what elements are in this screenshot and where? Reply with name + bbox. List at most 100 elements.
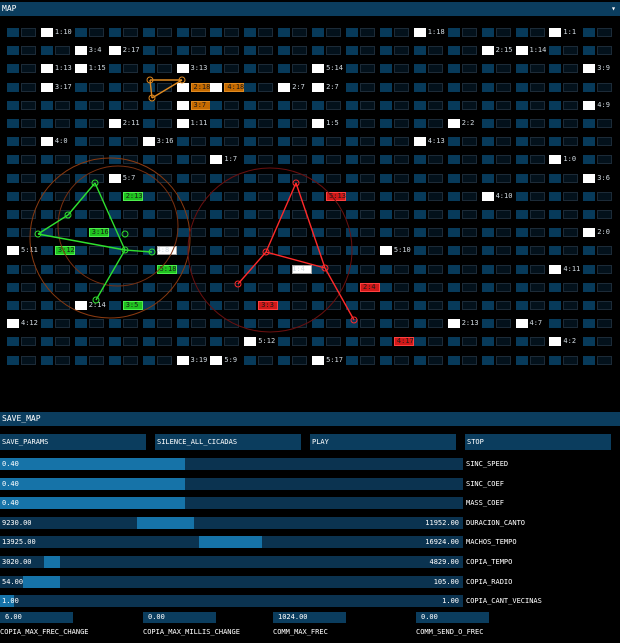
grid-cell[interactable] xyxy=(142,82,172,93)
cicada-node[interactable]: 1:5 xyxy=(312,119,341,129)
grid-cell[interactable] xyxy=(244,82,274,93)
comm-send-o-frec-field[interactable]: 0.00 xyxy=(416,612,489,623)
grid-cell[interactable] xyxy=(549,100,579,111)
cicada-node-orange[interactable]: 2:18 xyxy=(176,82,211,93)
grid-cell[interactable] xyxy=(379,82,409,93)
cicada-node[interactable]: 4:13 xyxy=(413,137,445,147)
cicada-node[interactable]: 3:19 xyxy=(176,355,207,366)
cicada-node[interactable]: 4:7 xyxy=(515,319,545,329)
cicada-node-red[interactable]: 4:17 xyxy=(379,337,414,347)
grid-cell[interactable] xyxy=(244,137,274,147)
grid-cell[interactable] xyxy=(278,228,308,238)
cicada-node-red[interactable]: 3:3 xyxy=(244,301,279,311)
grid-cell[interactable] xyxy=(176,337,206,347)
map-panel-header[interactable]: MAP ▾ xyxy=(0,2,620,16)
grid-cell[interactable] xyxy=(312,264,342,275)
grid-cell[interactable] xyxy=(142,100,172,111)
grid-cell[interactable] xyxy=(312,246,342,256)
duracion-canto-slider[interactable]: 9230.00 11952.00 xyxy=(0,516,463,529)
grid-cell[interactable] xyxy=(413,82,443,93)
grid-cell[interactable] xyxy=(346,64,375,74)
grid-cell[interactable] xyxy=(549,82,579,93)
grid-cell[interactable] xyxy=(278,64,308,74)
grid-cell[interactable] xyxy=(108,137,138,147)
grid-cell[interactable] xyxy=(447,82,477,93)
grid-cell[interactable] xyxy=(312,173,342,184)
grid-cell[interactable] xyxy=(312,210,342,220)
grid-cell[interactable] xyxy=(447,301,477,311)
grid-cell[interactable] xyxy=(447,282,477,293)
grid-cell[interactable] xyxy=(413,64,443,74)
grid-cell[interactable] xyxy=(278,46,308,56)
grid-cell[interactable] xyxy=(515,119,545,129)
grid-cell[interactable] xyxy=(515,82,545,93)
grid-cell[interactable] xyxy=(447,100,477,111)
grid-cell[interactable] xyxy=(278,155,308,165)
grid-cell[interactable] xyxy=(210,337,240,347)
grid-cell[interactable] xyxy=(447,337,477,347)
grid-cell[interactable] xyxy=(176,191,206,202)
grid-cell[interactable] xyxy=(413,319,443,329)
grid-cell[interactable] xyxy=(515,355,545,366)
grid-cell[interactable] xyxy=(7,191,36,202)
grid-cell[interactable] xyxy=(447,28,477,38)
grid-cell[interactable] xyxy=(278,282,308,293)
grid-cell[interactable] xyxy=(74,282,104,293)
grid-cell[interactable] xyxy=(549,210,579,220)
grid-cell[interactable] xyxy=(549,119,579,129)
grid-cell[interactable] xyxy=(583,210,613,220)
grid-cell[interactable] xyxy=(278,173,308,184)
mass-coef-slider[interactable]: 0.40 xyxy=(0,497,463,510)
grid-cell[interactable] xyxy=(176,155,206,165)
cicada-node[interactable]: 2:17 xyxy=(108,46,140,56)
grid-cell[interactable] xyxy=(481,173,511,184)
copia-max-frec-change-field[interactable]: 6.00 xyxy=(0,612,73,623)
grid-cell[interactable] xyxy=(74,246,104,256)
grid-cell[interactable] xyxy=(413,119,443,129)
grid-cell[interactable] xyxy=(447,246,477,256)
machos-tempo-slider[interactable]: 13925.00 16924.00 xyxy=(0,536,463,549)
grid-cell[interactable] xyxy=(379,173,409,184)
grid-cell[interactable] xyxy=(40,355,70,366)
cicada-node[interactable]: 1:0 xyxy=(549,155,578,165)
grid-cell[interactable] xyxy=(312,337,342,347)
grid-cell[interactable] xyxy=(142,155,172,165)
grid-cell[interactable] xyxy=(549,319,579,329)
grid-cell[interactable] xyxy=(549,246,579,256)
grid-cell[interactable] xyxy=(346,246,375,256)
grid-cell[interactable] xyxy=(210,301,240,311)
grid-cell[interactable] xyxy=(447,64,477,74)
grid-cell[interactable] xyxy=(244,355,274,366)
grid-cell[interactable] xyxy=(583,46,613,56)
grid-cell[interactable] xyxy=(176,46,206,56)
grid-cell[interactable] xyxy=(447,228,477,238)
cicada-node-white-outline[interactable]: 4:8 xyxy=(142,246,177,256)
grid-cell[interactable] xyxy=(346,210,375,220)
grid-cell[interactable] xyxy=(278,319,308,329)
grid-cell[interactable] xyxy=(40,173,70,184)
grid-cell[interactable] xyxy=(7,82,36,93)
grid-cell[interactable] xyxy=(176,301,206,311)
cicada-node[interactable]: 4:2 xyxy=(549,337,578,347)
grid-cell[interactable] xyxy=(7,264,36,275)
cicada-node-red[interactable]: 2:4 xyxy=(346,282,380,293)
grid-cell[interactable] xyxy=(515,228,545,238)
grid-cell[interactable] xyxy=(481,155,511,165)
grid-cell[interactable] xyxy=(7,46,36,56)
grid-cell[interactable] xyxy=(210,264,240,275)
grid-cell[interactable] xyxy=(40,282,70,293)
grid-cell[interactable] xyxy=(515,246,545,256)
grid-cell[interactable] xyxy=(515,282,545,293)
grid-cell[interactable] xyxy=(481,64,511,74)
grid-cell[interactable] xyxy=(244,319,274,329)
grid-cell[interactable] xyxy=(210,173,240,184)
grid-cell[interactable] xyxy=(413,100,443,111)
grid-cell[interactable] xyxy=(142,64,172,74)
grid-cell[interactable] xyxy=(515,28,545,38)
grid-cell[interactable] xyxy=(312,28,342,38)
grid-cell[interactable] xyxy=(210,137,240,147)
grid-cell[interactable] xyxy=(7,173,36,184)
grid-cell[interactable] xyxy=(481,82,511,93)
grid-cell[interactable] xyxy=(346,191,375,202)
grid-cell[interactable] xyxy=(210,64,240,74)
